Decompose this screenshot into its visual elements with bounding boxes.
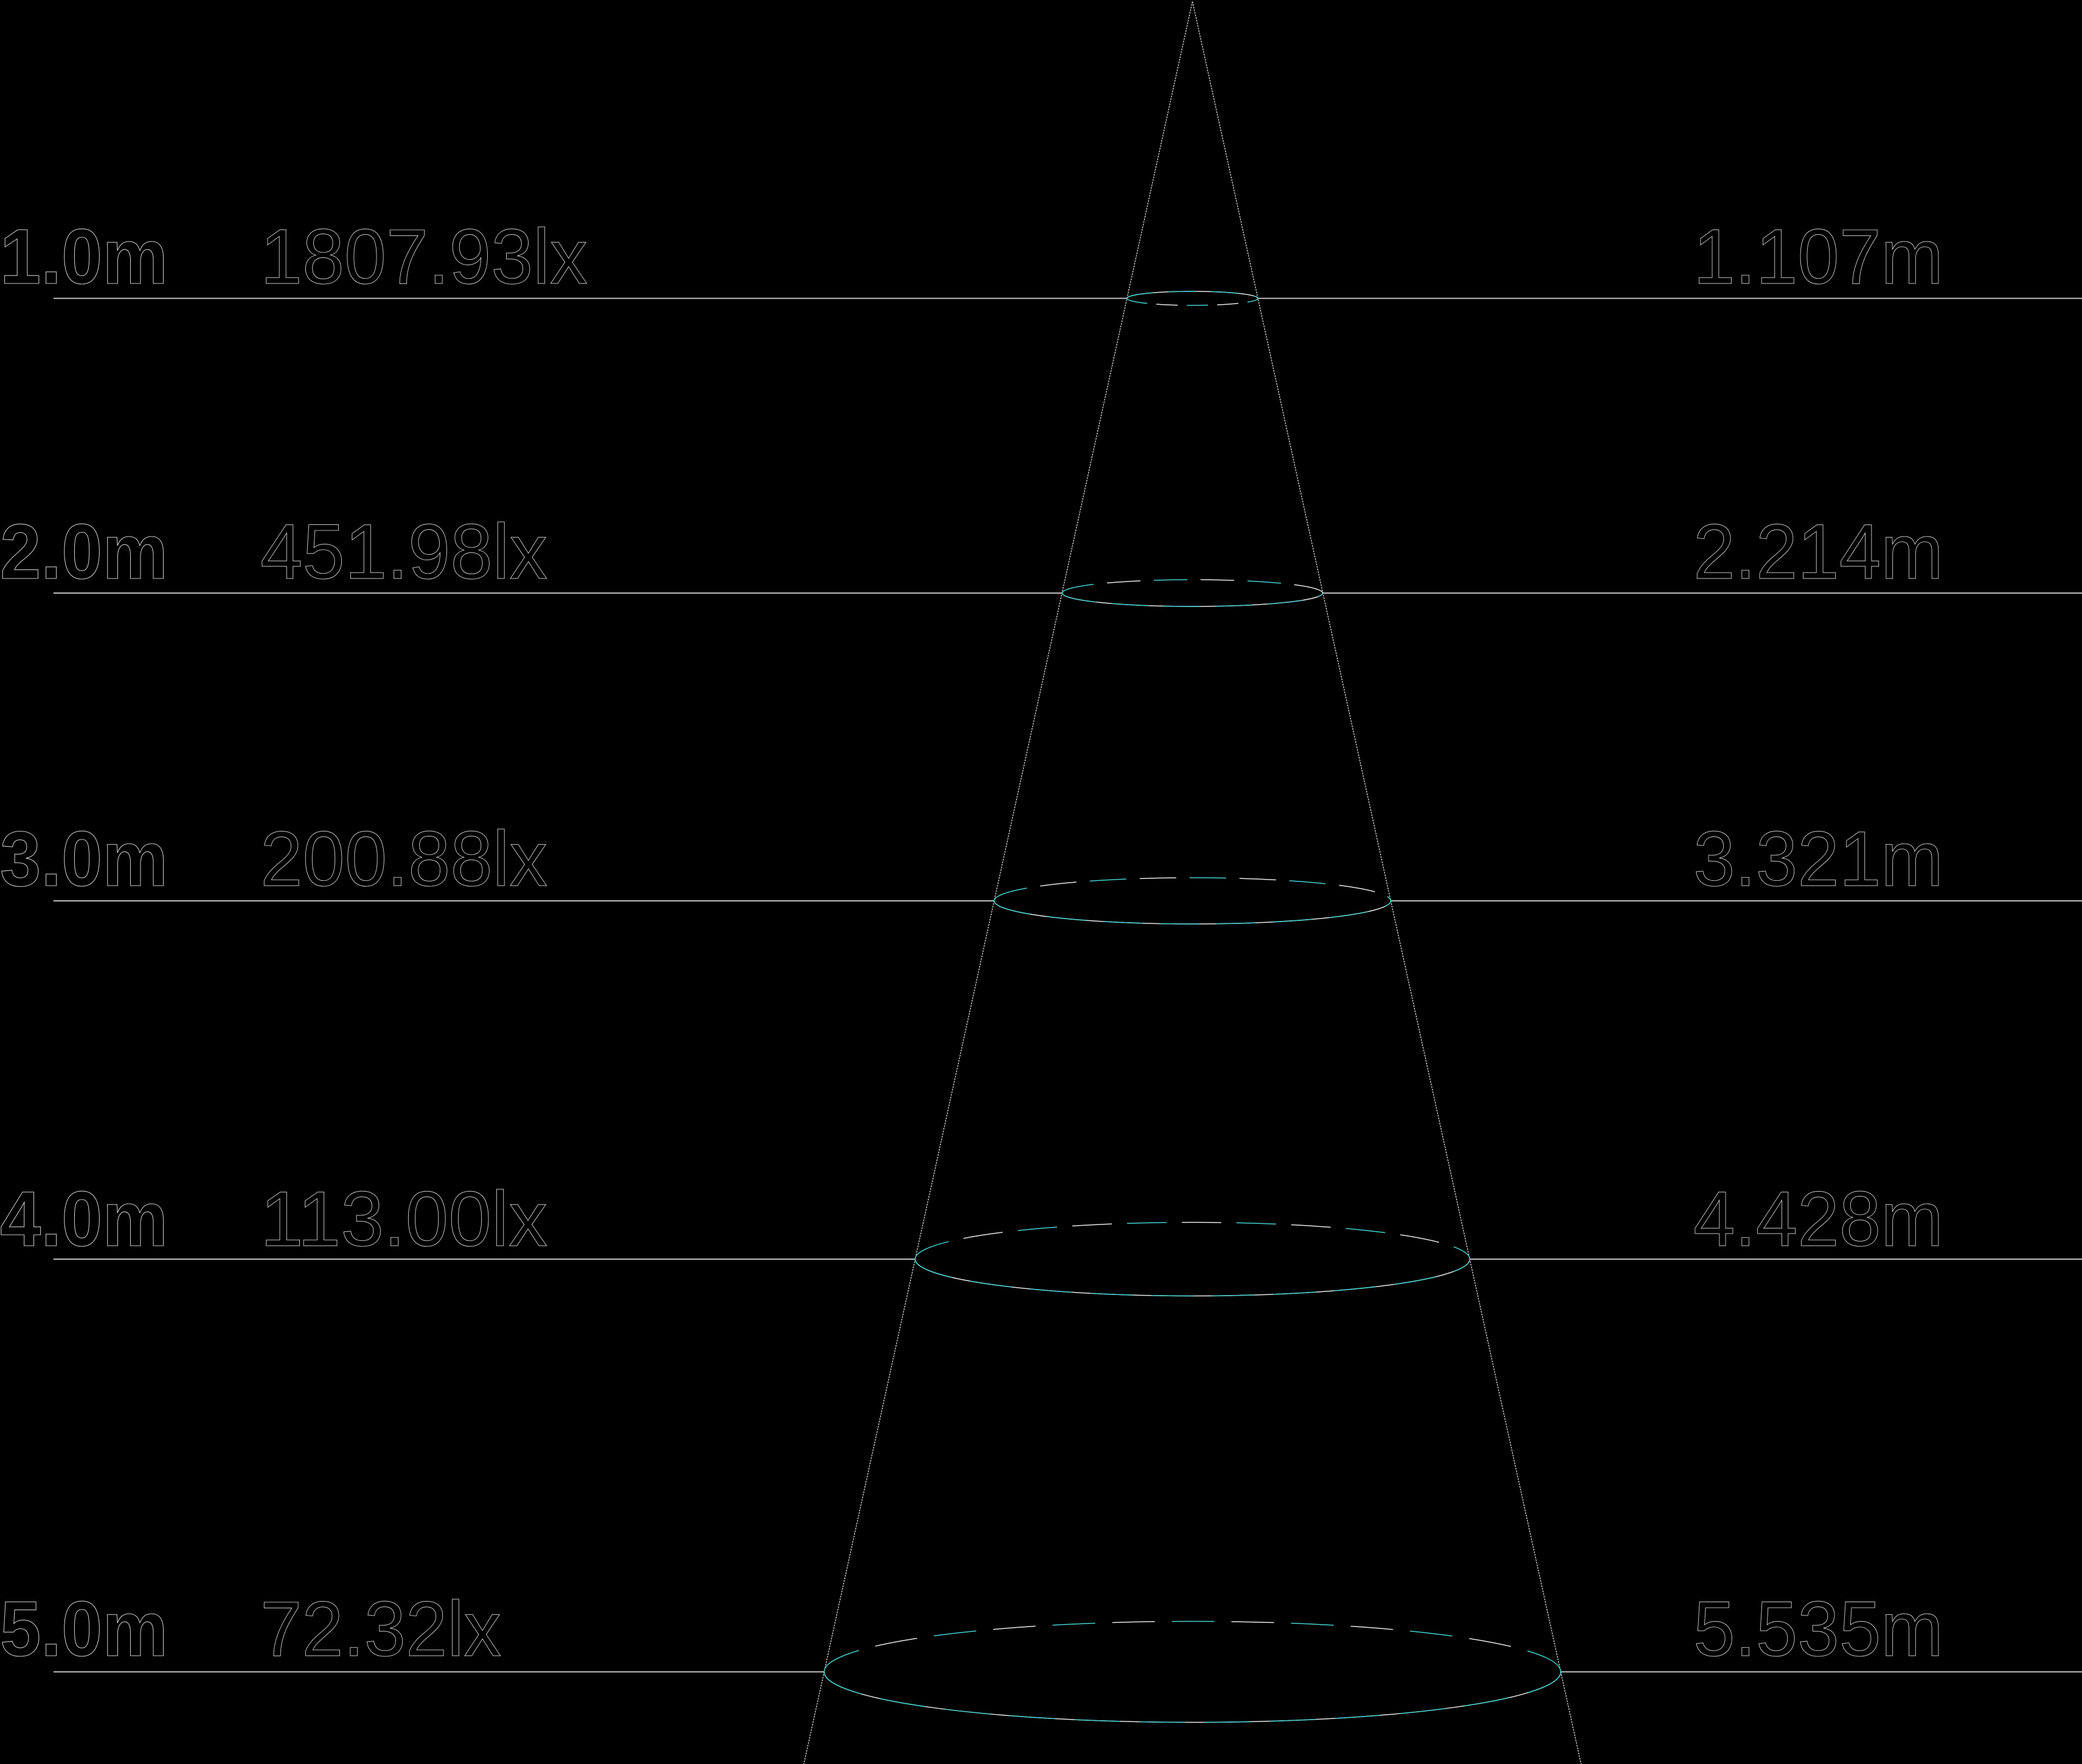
svg-text:1.0m: 1.0m — [0, 214, 168, 300]
svg-text:2.0m: 2.0m — [0, 509, 168, 596]
svg-text:4.0m: 4.0m — [0, 1176, 168, 1263]
svg-text:1.107m: 1.107m — [1693, 214, 1943, 300]
svg-text:5.0m: 5.0m — [0, 1586, 168, 1673]
svg-text:3.0m: 3.0m — [0, 816, 168, 903]
svg-text:113.00lx: 113.00lx — [260, 1176, 547, 1263]
svg-text:1807.93lx: 1807.93lx — [260, 214, 588, 300]
svg-text:2.214m: 2.214m — [1693, 509, 1943, 596]
svg-text:4.428m: 4.428m — [1693, 1176, 1943, 1263]
svg-text:5.535m: 5.535m — [1693, 1586, 1943, 1673]
svg-text:200.88lx: 200.88lx — [260, 816, 547, 903]
svg-text:451.98lx: 451.98lx — [260, 509, 547, 596]
svg-text:72.32lx: 72.32lx — [260, 1586, 501, 1673]
svg-text:3.321m: 3.321m — [1693, 816, 1943, 903]
